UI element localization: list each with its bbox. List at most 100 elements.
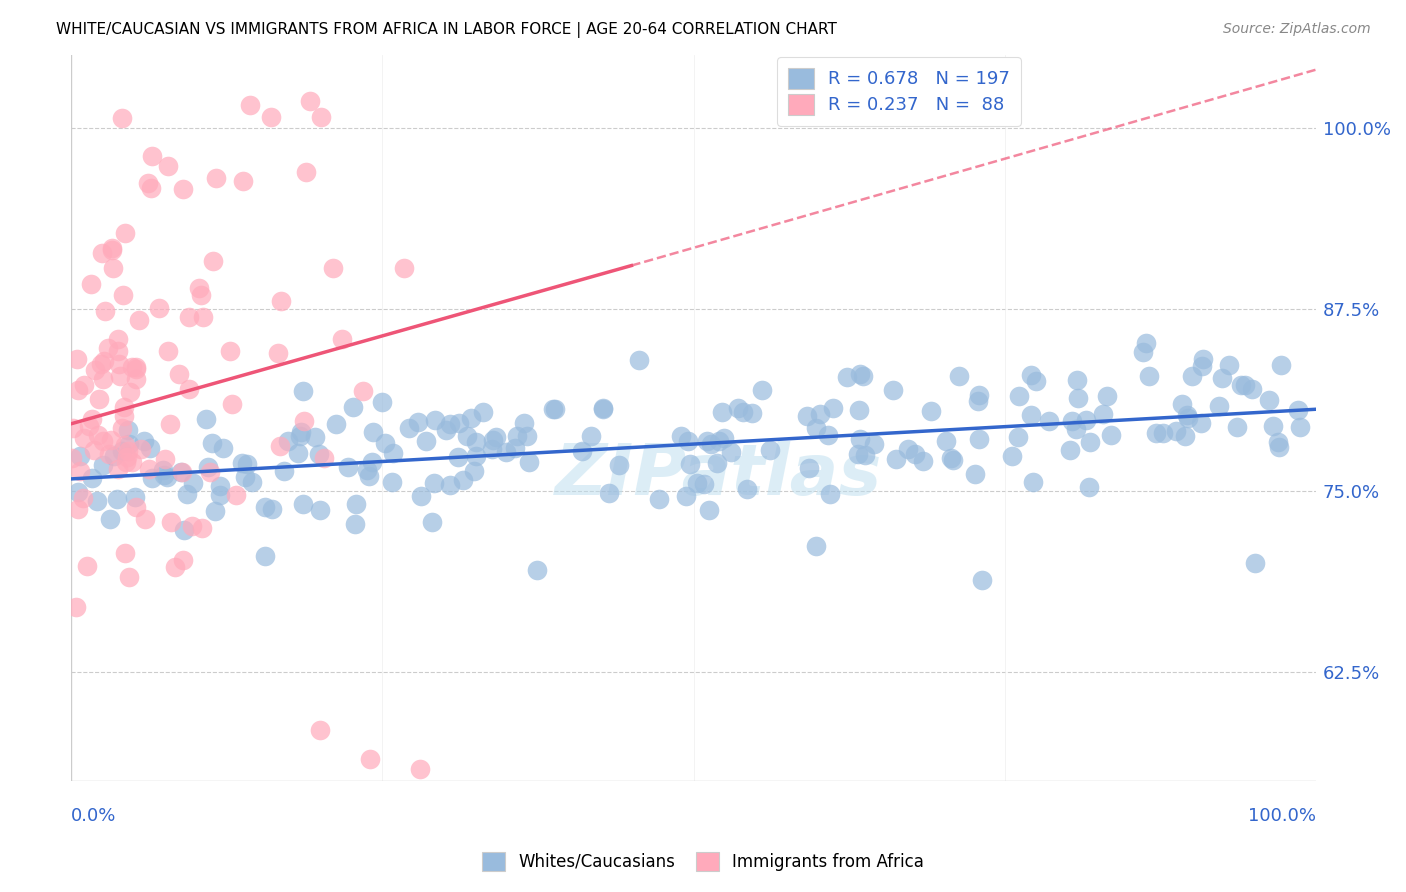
Point [848,403,870,417]
Point [1233,378,1256,392]
Point [299,94,322,108]
Point [423,413,446,427]
Point [693,477,716,491]
Point [837,369,859,384]
Point [118,569,141,583]
Point [117,444,139,458]
Point [361,455,384,469]
Point [1177,411,1199,425]
Point [114,226,136,240]
Point [675,489,697,503]
Point [920,404,942,418]
Point [1077,480,1099,494]
Point [817,428,839,442]
Point [190,287,212,301]
Point [751,383,773,397]
Point [336,459,359,474]
Point [80,277,103,291]
Point [482,433,505,447]
Point [1218,358,1240,372]
Point [308,503,330,517]
Point [686,475,709,490]
Point [107,462,129,476]
Point [269,439,291,453]
Point [1174,429,1197,443]
Point [852,368,875,383]
Point [62,450,84,465]
Point [160,515,183,529]
Point [221,397,243,411]
Point [139,441,162,455]
Point [240,475,263,489]
Point [97,341,120,355]
Point [69,450,91,464]
Point [62,421,84,435]
Point [128,313,150,327]
Point [1066,391,1088,405]
Point [125,372,148,386]
Point [506,429,529,443]
Point [233,470,256,484]
Point [77,419,100,434]
Point [821,401,844,416]
Point [392,261,415,276]
Point [460,411,482,425]
Point [254,500,277,514]
Point [1191,359,1213,373]
Point [292,384,315,398]
Point [209,479,232,493]
Point [1008,388,1031,402]
Point [370,394,392,409]
Point [287,445,309,459]
Point [101,260,124,275]
Point [939,451,962,466]
Point [87,427,110,442]
Point [465,435,488,450]
Point [1060,414,1083,428]
Point [1066,373,1088,387]
Point [808,407,831,421]
Point [117,423,139,437]
Point [94,304,117,318]
Point [125,361,148,376]
Point [344,497,367,511]
Point [463,464,485,478]
Point [153,467,176,482]
Point [696,434,718,448]
Point [439,417,461,432]
Point [159,417,181,431]
Point [148,301,170,315]
Point [1144,425,1167,440]
Point [156,470,179,484]
Point [697,503,720,517]
Point [1021,475,1043,490]
Point [607,458,630,472]
Point [277,434,299,448]
Point [93,434,115,449]
Point [93,354,115,368]
Point [191,310,214,325]
Point [669,429,692,443]
Point [205,170,228,185]
Point [966,393,988,408]
Point [592,401,614,416]
Point [198,465,221,479]
Point [1025,374,1047,388]
Point [209,488,232,502]
Point [321,260,343,275]
Point [309,110,332,124]
Point [516,429,538,443]
Point [202,254,225,268]
Point [325,417,347,431]
Point [112,288,135,302]
Point [1270,358,1292,372]
Point [1066,422,1088,436]
Point [967,432,990,446]
Point [1038,414,1060,428]
Point [156,343,179,358]
Point [65,599,87,614]
Point [231,456,253,470]
Point [481,442,503,456]
Point [434,423,457,437]
Point [67,484,90,499]
